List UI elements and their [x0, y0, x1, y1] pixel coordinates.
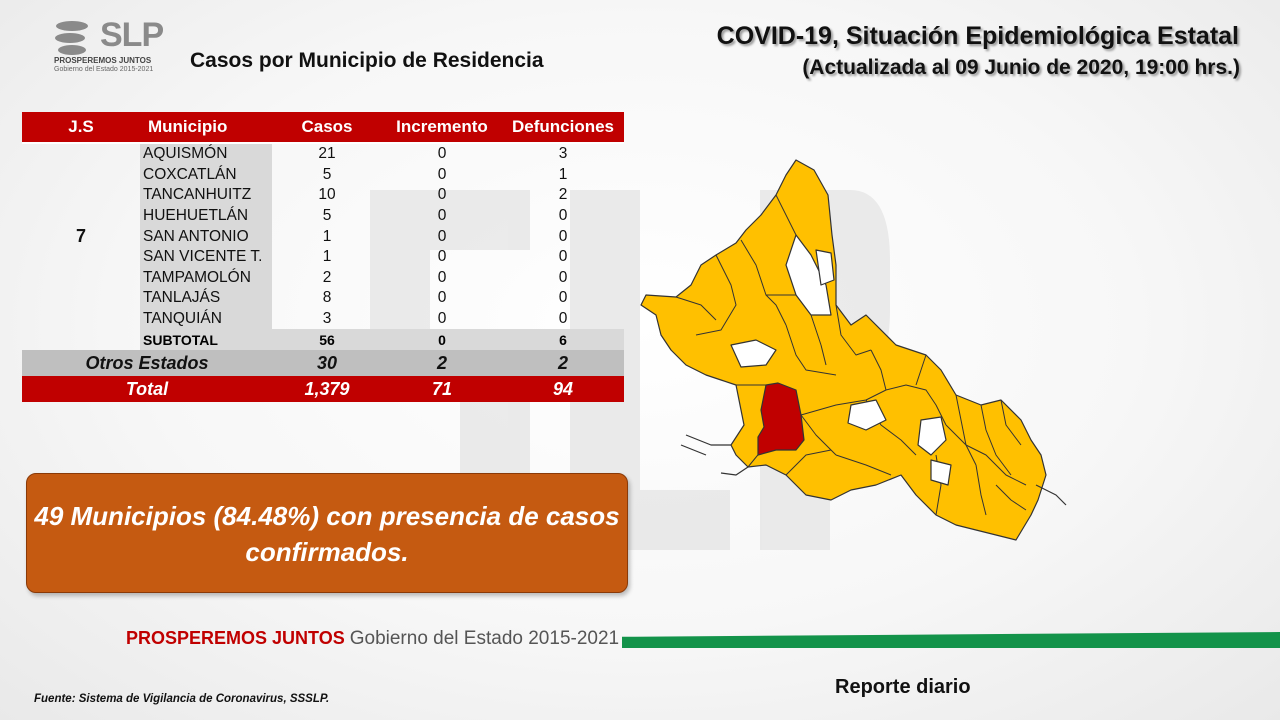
page-title-date: (Actualizada al 09 Junio de 2020, 19:00 … — [802, 56, 1240, 79]
cell-defunciones: 0 — [558, 289, 568, 307]
source-note: Fuente: Sistema de Vigilancia de Coronav… — [34, 693, 330, 705]
subtotal-defunciones: 6 — [502, 329, 624, 351]
header-incremento: Incremento — [382, 112, 502, 144]
cell-casos: 8 — [322, 289, 332, 307]
table-header: J.S Municipio Casos Incremento Defuncion… — [22, 112, 624, 144]
table-row: TANQUIÁN 3 0 0 — [22, 308, 624, 330]
subtotal-label: SUBTOTAL — [140, 329, 272, 351]
logo-subtitle: Gobierno del Estado 2015-2021 — [54, 66, 154, 73]
cell-casos: 5 — [322, 207, 332, 225]
logo-text: SLP — [100, 16, 164, 54]
cell-municipio: TANQUIÁN — [140, 308, 272, 330]
total-incremento: 71 — [382, 376, 502, 403]
cell-municipio: SAN VICENTE T. — [140, 246, 272, 268]
cell-defunciones: 2 — [558, 186, 568, 204]
cell-incremento: 0 — [437, 165, 447, 183]
subtotal-spacer — [22, 329, 140, 350]
municipios-callout: 49 Municipios (84.48%) con presencia de … — [26, 473, 628, 593]
logo-tagline: PROSPEREMOS JUNTOS — [54, 56, 152, 65]
js-value: 7 — [75, 226, 86, 247]
table-row: TANCANHUITZ 10 0 2 — [22, 185, 624, 206]
slp-logo — [55, 21, 88, 55]
table-row: HUEHUETLÁN 5 0 0 — [22, 205, 624, 227]
map-region-no-cases — [930, 459, 952, 486]
header-js: J.S — [22, 112, 140, 144]
cell-casos: 2 — [322, 268, 332, 286]
total-defunciones: 94 — [502, 376, 624, 403]
subtotal-row: SUBTOTAL 56 0 6 — [22, 329, 624, 351]
cell-defunciones: 3 — [558, 145, 568, 163]
table-row: TANLAJÁS 8 0 0 — [22, 288, 624, 309]
cell-casos: 21 — [318, 145, 336, 163]
footer-green-bar — [622, 632, 1280, 648]
header-defunciones: Defunciones — [502, 112, 624, 144]
cell-defunciones: 0 — [558, 310, 568, 328]
cell-municipio: TAMPAMOLÓN — [140, 267, 272, 289]
table-row: TAMPAMOLÓN 2 0 0 — [22, 267, 624, 289]
otros-estados-row: Otros Estados 30 2 2 — [22, 350, 624, 377]
otros-casos: 30 — [272, 350, 382, 377]
table-row: 7 AQUISMÓN 21 0 3 — [22, 143, 624, 246]
cell-incremento: 0 — [437, 289, 447, 307]
header-casos: Casos — [272, 112, 382, 144]
report-label: Reporte diario — [835, 676, 971, 698]
table-row: COXCATLÁN 5 0 1 — [22, 164, 624, 186]
cell-municipio: HUEHUETLÁN — [140, 205, 272, 227]
footer-brand: PROSPEREMOS JUNTOS Gobierno del Estado 2… — [126, 628, 619, 650]
state-map — [640, 159, 1067, 541]
subtotal-casos: 56 — [272, 329, 382, 351]
cell-incremento: 0 — [437, 186, 447, 204]
table-row: SAN ANTONIO 1 0 0 — [22, 226, 624, 247]
cases-table: J.S Municipio Casos Incremento Defuncion… — [22, 112, 624, 403]
cell-casos: 10 — [318, 186, 336, 204]
otros-incremento: 2 — [382, 350, 502, 377]
cell-incremento: 0 — [437, 207, 447, 225]
table-row: SAN VICENTE T. 1 0 0 — [22, 246, 624, 268]
total-label: Total — [22, 376, 272, 403]
map-region-no-cases — [785, 234, 832, 316]
map-region-no-cases — [917, 416, 947, 456]
cell-defunciones: 0 — [558, 227, 568, 245]
page-title: COVID-19, Situación Epidemiológica Estat… — [716, 22, 1239, 50]
footer-brand-rest: Gobierno del Estado 2015-2021 — [349, 628, 620, 649]
cell-municipio: TANCANHUITZ — [140, 185, 272, 206]
map-region-no-cases — [815, 249, 835, 286]
header-municipio: Municipio — [140, 112, 272, 144]
map-region-no-cases — [730, 339, 777, 368]
footer-brand-bold: PROSPEREMOS JUNTOS — [126, 628, 345, 648]
cell-defunciones: 0 — [558, 207, 568, 225]
cell-incremento: 0 — [437, 310, 447, 328]
map-region-highlight — [757, 382, 805, 456]
otros-defunciones: 2 — [502, 350, 624, 377]
cell-casos: 5 — [322, 165, 332, 183]
cell-incremento: 0 — [437, 248, 447, 266]
table-subtitle: Casos por Municipio de Residencia — [190, 49, 544, 72]
cell-casos: 3 — [322, 310, 332, 328]
cell-casos: 1 — [322, 227, 332, 245]
total-row: Total 1,379 71 94 — [22, 376, 624, 403]
cell-municipio: COXCATLÁN — [140, 164, 272, 186]
cell-defunciones: 0 — [558, 268, 568, 286]
otros-label: Otros Estados — [22, 350, 272, 377]
cell-municipio: AQUISMÓN — [140, 143, 272, 165]
subtotal-incremento: 0 — [382, 329, 502, 351]
cell-casos: 1 — [322, 248, 332, 266]
cell-incremento: 0 — [437, 268, 447, 286]
cell-municipio: TANLAJÁS — [140, 288, 272, 309]
cell-defunciones: 1 — [558, 165, 568, 183]
map-region-no-cases — [847, 399, 887, 431]
cell-incremento: 0 — [437, 145, 447, 163]
total-casos: 1,379 — [272, 376, 382, 403]
cell-incremento: 0 — [437, 227, 447, 245]
cell-municipio: SAN ANTONIO — [140, 226, 272, 247]
map-region — [640, 159, 1047, 541]
cell-defunciones: 0 — [558, 248, 568, 266]
